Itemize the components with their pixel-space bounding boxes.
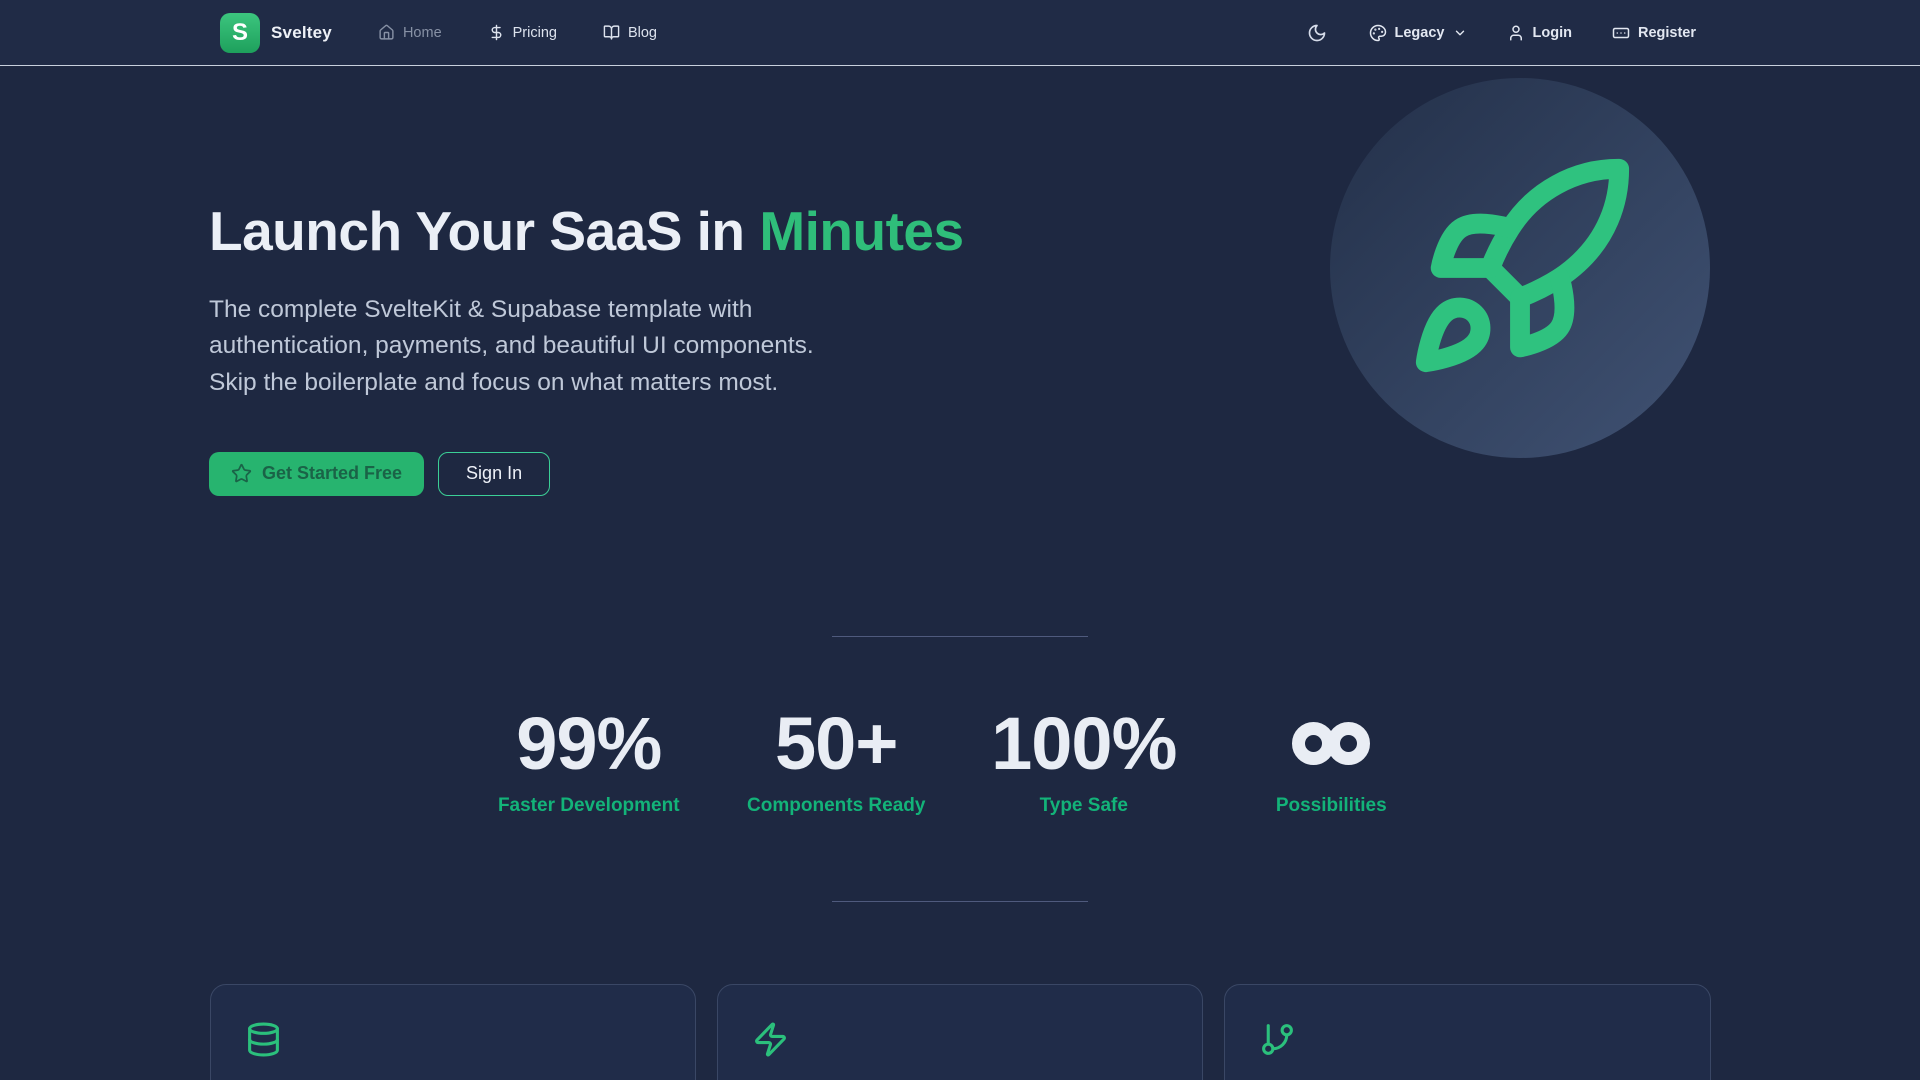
hero-title-highlight: Minutes bbox=[759, 200, 964, 262]
feature-card-supabase: Supabase Ready bbox=[209, 983, 696, 1080]
stat-value: 100% bbox=[991, 701, 1177, 785]
navbar-actions: Legacy Login Register bbox=[1301, 16, 1700, 50]
theme-toggle-button[interactable] bbox=[1301, 17, 1333, 49]
hero-section: Launch Your SaaS in Minutes The complete… bbox=[0, 66, 1920, 496]
house-icon bbox=[378, 24, 395, 41]
dollar-sign-icon bbox=[488, 24, 505, 41]
main-nav: Home Pricing Blog bbox=[372, 16, 663, 49]
hero-description: The complete SvelteKit & Supabase templa… bbox=[209, 295, 814, 397]
moon-icon bbox=[1307, 23, 1327, 43]
zap-icon bbox=[752, 1021, 1168, 1058]
brand-logo-letter: S bbox=[231, 18, 248, 46]
stat-item: Possibilities bbox=[1208, 707, 1456, 817]
hero-cta-row: Get Started Free Sign In bbox=[209, 451, 1700, 496]
login-button[interactable]: Login bbox=[1503, 16, 1576, 50]
feature-card-lightning: Lightning Fast bbox=[716, 983, 1204, 1080]
sign-in-label: Sign In bbox=[466, 463, 523, 484]
nav-link-label: Blog bbox=[627, 24, 657, 41]
git-branch-icon bbox=[1259, 1021, 1675, 1058]
features-section: Supabase Ready Lightning Fast Developer … bbox=[209, 983, 1711, 1080]
login-label: Login bbox=[1532, 24, 1572, 41]
chevron-down-icon bbox=[1453, 26, 1467, 40]
infinity-icon bbox=[1292, 722, 1371, 766]
database-icon bbox=[245, 1021, 661, 1058]
hero-title-prefix: Launch Your SaaS in bbox=[209, 200, 760, 262]
stat-label: Possibilities bbox=[1275, 794, 1387, 816]
stats-divider-bottom bbox=[832, 900, 1088, 902]
brand-name: Sveltey bbox=[271, 22, 332, 42]
rectangle-ellipsis-icon bbox=[1612, 24, 1630, 42]
get-started-label: Get Started Free bbox=[262, 463, 403, 484]
star-icon bbox=[231, 463, 252, 484]
get-started-button[interactable]: Get Started Free bbox=[209, 451, 425, 496]
stat-label: Faster Development bbox=[497, 794, 680, 816]
stats-section: 99% Faster Development 50+ Components Re… bbox=[465, 701, 1456, 817]
theme-dropdown[interactable]: Legacy bbox=[1365, 16, 1471, 50]
stat-label: Type Safe bbox=[1039, 794, 1128, 816]
stat-value bbox=[1208, 707, 1456, 781]
stats-divider-top bbox=[832, 635, 1088, 637]
nav-link-pricing[interactable]: Pricing bbox=[482, 16, 563, 49]
navbar: S Sveltey Home Pricing Blog bbox=[0, 0, 1920, 66]
hero-illustration-circle bbox=[1330, 78, 1710, 458]
palette-icon bbox=[1369, 24, 1387, 42]
rocket-icon bbox=[1401, 149, 1639, 387]
nav-link-label: Pricing bbox=[512, 24, 557, 41]
stat-value: 50+ bbox=[774, 701, 899, 785]
sign-in-button[interactable]: Sign In bbox=[438, 451, 551, 496]
user-icon bbox=[1507, 24, 1525, 42]
stat-item: 100% Type Safe bbox=[960, 701, 1208, 817]
nav-link-home[interactable]: Home bbox=[372, 16, 448, 49]
feature-card-developer: Developer Experience bbox=[1224, 983, 1711, 1080]
book-open-icon bbox=[603, 24, 620, 41]
register-label: Register bbox=[1637, 24, 1696, 41]
register-button[interactable]: Register bbox=[1608, 16, 1700, 50]
theme-dropdown-label: Legacy bbox=[1394, 24, 1445, 41]
stat-label: Components Ready bbox=[747, 794, 926, 816]
nav-link-label: Home bbox=[402, 24, 442, 41]
brand[interactable]: S Sveltey bbox=[220, 12, 332, 53]
stat-item: 99% Faster Development bbox=[465, 701, 713, 817]
stat-value: 99% bbox=[516, 701, 662, 785]
page-title: Launch Your SaaS in Minutes bbox=[209, 201, 969, 262]
stat-item: 50+ Components Ready bbox=[713, 701, 961, 817]
brand-logo: S bbox=[220, 12, 260, 53]
nav-link-blog[interactable]: Blog bbox=[597, 16, 663, 49]
